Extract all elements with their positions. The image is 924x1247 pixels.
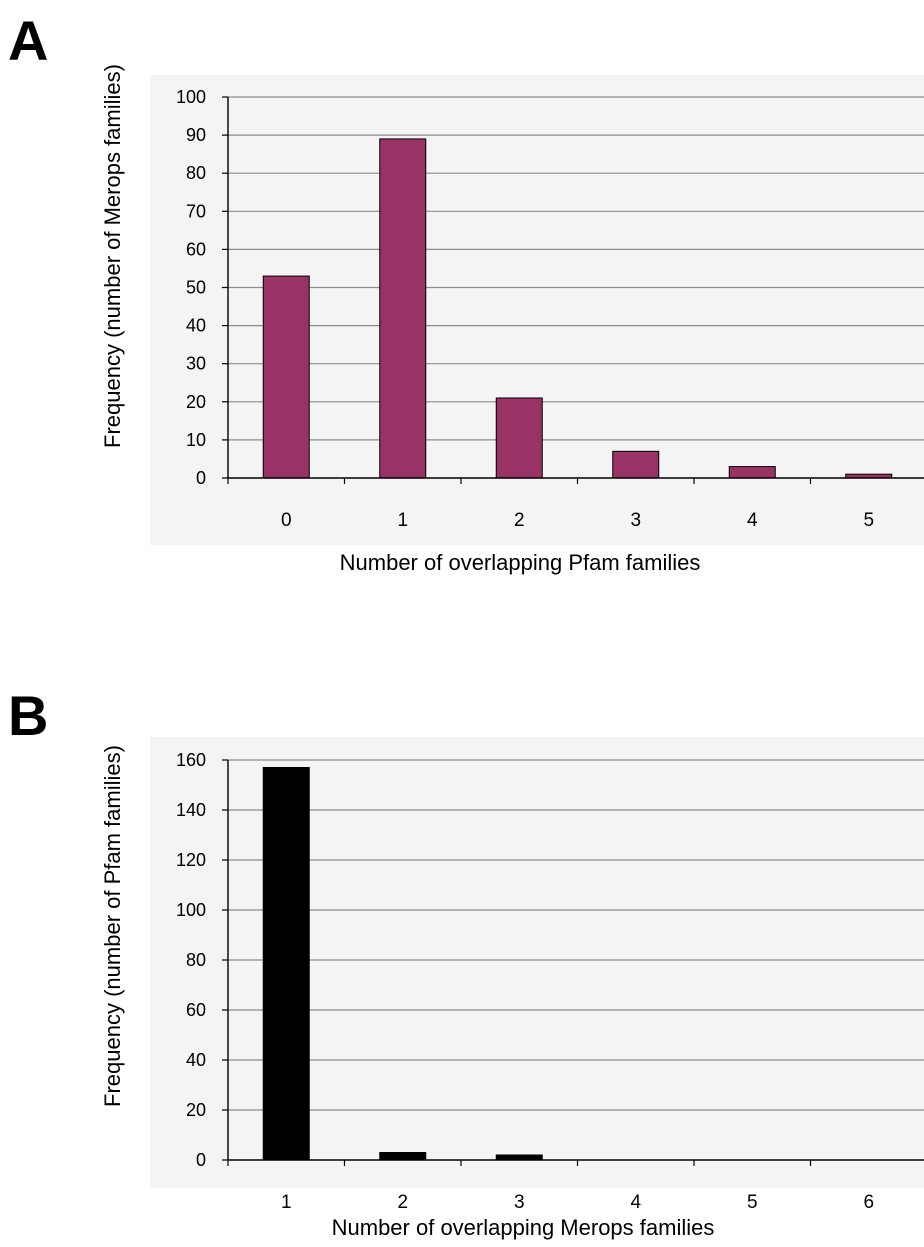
y-tick-label-b-20: 20 — [186, 1100, 206, 1120]
x-tick-labels-b: 1 2 3 4 5 6 — [281, 1192, 874, 1213]
bars-a — [262, 138, 893, 479]
bar-a-2 — [495, 397, 543, 479]
y-tick-label-a-20: 20 — [186, 392, 206, 412]
y-tick-label-a-70: 70 — [186, 201, 206, 221]
x-tick-label-a-1: 1 — [397, 510, 408, 531]
chart-panel-b: B 0 20 40 60 80 100 120 140 160 1 2 3 4 5 6 Number of… — [8, 684, 924, 1240]
x-tick-label-b-2: 2 — [397, 1192, 408, 1213]
x-tick-label-b-3: 3 — [514, 1192, 525, 1213]
x-axis-title-b: Number of overlapping Merops families — [332, 1215, 715, 1240]
bar-a-0 — [262, 275, 310, 479]
y-axis-title-b: Frequency (number of Pfam families) — [100, 745, 125, 1107]
x-tick-label-a-2: 2 — [514, 510, 525, 531]
y-tick-label-a-60: 60 — [186, 239, 206, 259]
y-tick-label-b-60: 60 — [186, 1000, 206, 1020]
bar-b-2 — [379, 1152, 427, 1161]
y-tick-label-a-0: 0 — [196, 468, 206, 488]
bar-a-3 — [612, 450, 660, 479]
y-tick-label-b-120: 120 — [176, 850, 206, 870]
y-tick-label-b-100: 100 — [176, 900, 206, 920]
axes-a — [222, 96, 924, 484]
y-tick-label-a-50: 50 — [186, 278, 206, 298]
bar-a-1 — [379, 138, 427, 479]
y-tick-label-a-30: 30 — [186, 354, 206, 374]
bar-b-1 — [262, 767, 310, 1161]
x-tick-label-a-5: 5 — [863, 510, 874, 531]
y-tick-label-b-40: 40 — [186, 1050, 206, 1070]
x-tick-label-a-4: 4 — [747, 510, 758, 531]
axes-b — [222, 759, 924, 1166]
panel-letter-b: B — [8, 684, 48, 747]
y-tick-label-a-100: 100 — [176, 87, 206, 107]
y-tick-label-b-0: 0 — [196, 1150, 206, 1170]
x-tick-label-b-6: 6 — [863, 1192, 874, 1213]
y-axis-title-a: Frequency (number of Merops families) — [100, 64, 125, 448]
y-tick-label-b-80: 80 — [186, 950, 206, 970]
y-tick-labels-b: 0 20 40 60 80 100 120 140 160 — [176, 750, 206, 1170]
y-tick-label-b-160: 160 — [176, 750, 206, 770]
y-tick-label-a-40: 40 — [186, 316, 206, 336]
y-tick-label-a-90: 90 — [186, 125, 206, 145]
x-tick-label-b-4: 4 — [630, 1192, 641, 1213]
y-tick-labels-a: 0 10 20 30 40 50 60 70 80 90 100 — [176, 87, 206, 488]
bar-b-3 — [495, 1154, 543, 1161]
x-axis-title-a: Number of overlapping Pfam families — [340, 550, 701, 575]
x-tick-label-b-1: 1 — [281, 1192, 292, 1213]
bar-a-4 — [728, 466, 776, 479]
chart-panel-a: A 0 10 20 30 40 50 60 70 80 90 100 0 1 2 3 4 5 Number o… — [8, 9, 924, 575]
y-tick-label-b-140: 140 — [176, 800, 206, 820]
y-tick-label-a-10: 10 — [186, 430, 206, 450]
bars-b — [262, 767, 543, 1161]
gridlines-b — [228, 759, 924, 1111]
gridlines-a — [228, 96, 924, 441]
x-tick-label-a-0: 0 — [281, 510, 292, 531]
x-tick-label-b-5: 5 — [747, 1192, 758, 1213]
x-tick-labels-a: 0 1 2 3 4 5 — [281, 510, 874, 531]
x-tick-label-a-3: 3 — [630, 510, 641, 531]
y-tick-label-a-80: 80 — [186, 163, 206, 183]
panel-letter-a: A — [8, 9, 48, 72]
